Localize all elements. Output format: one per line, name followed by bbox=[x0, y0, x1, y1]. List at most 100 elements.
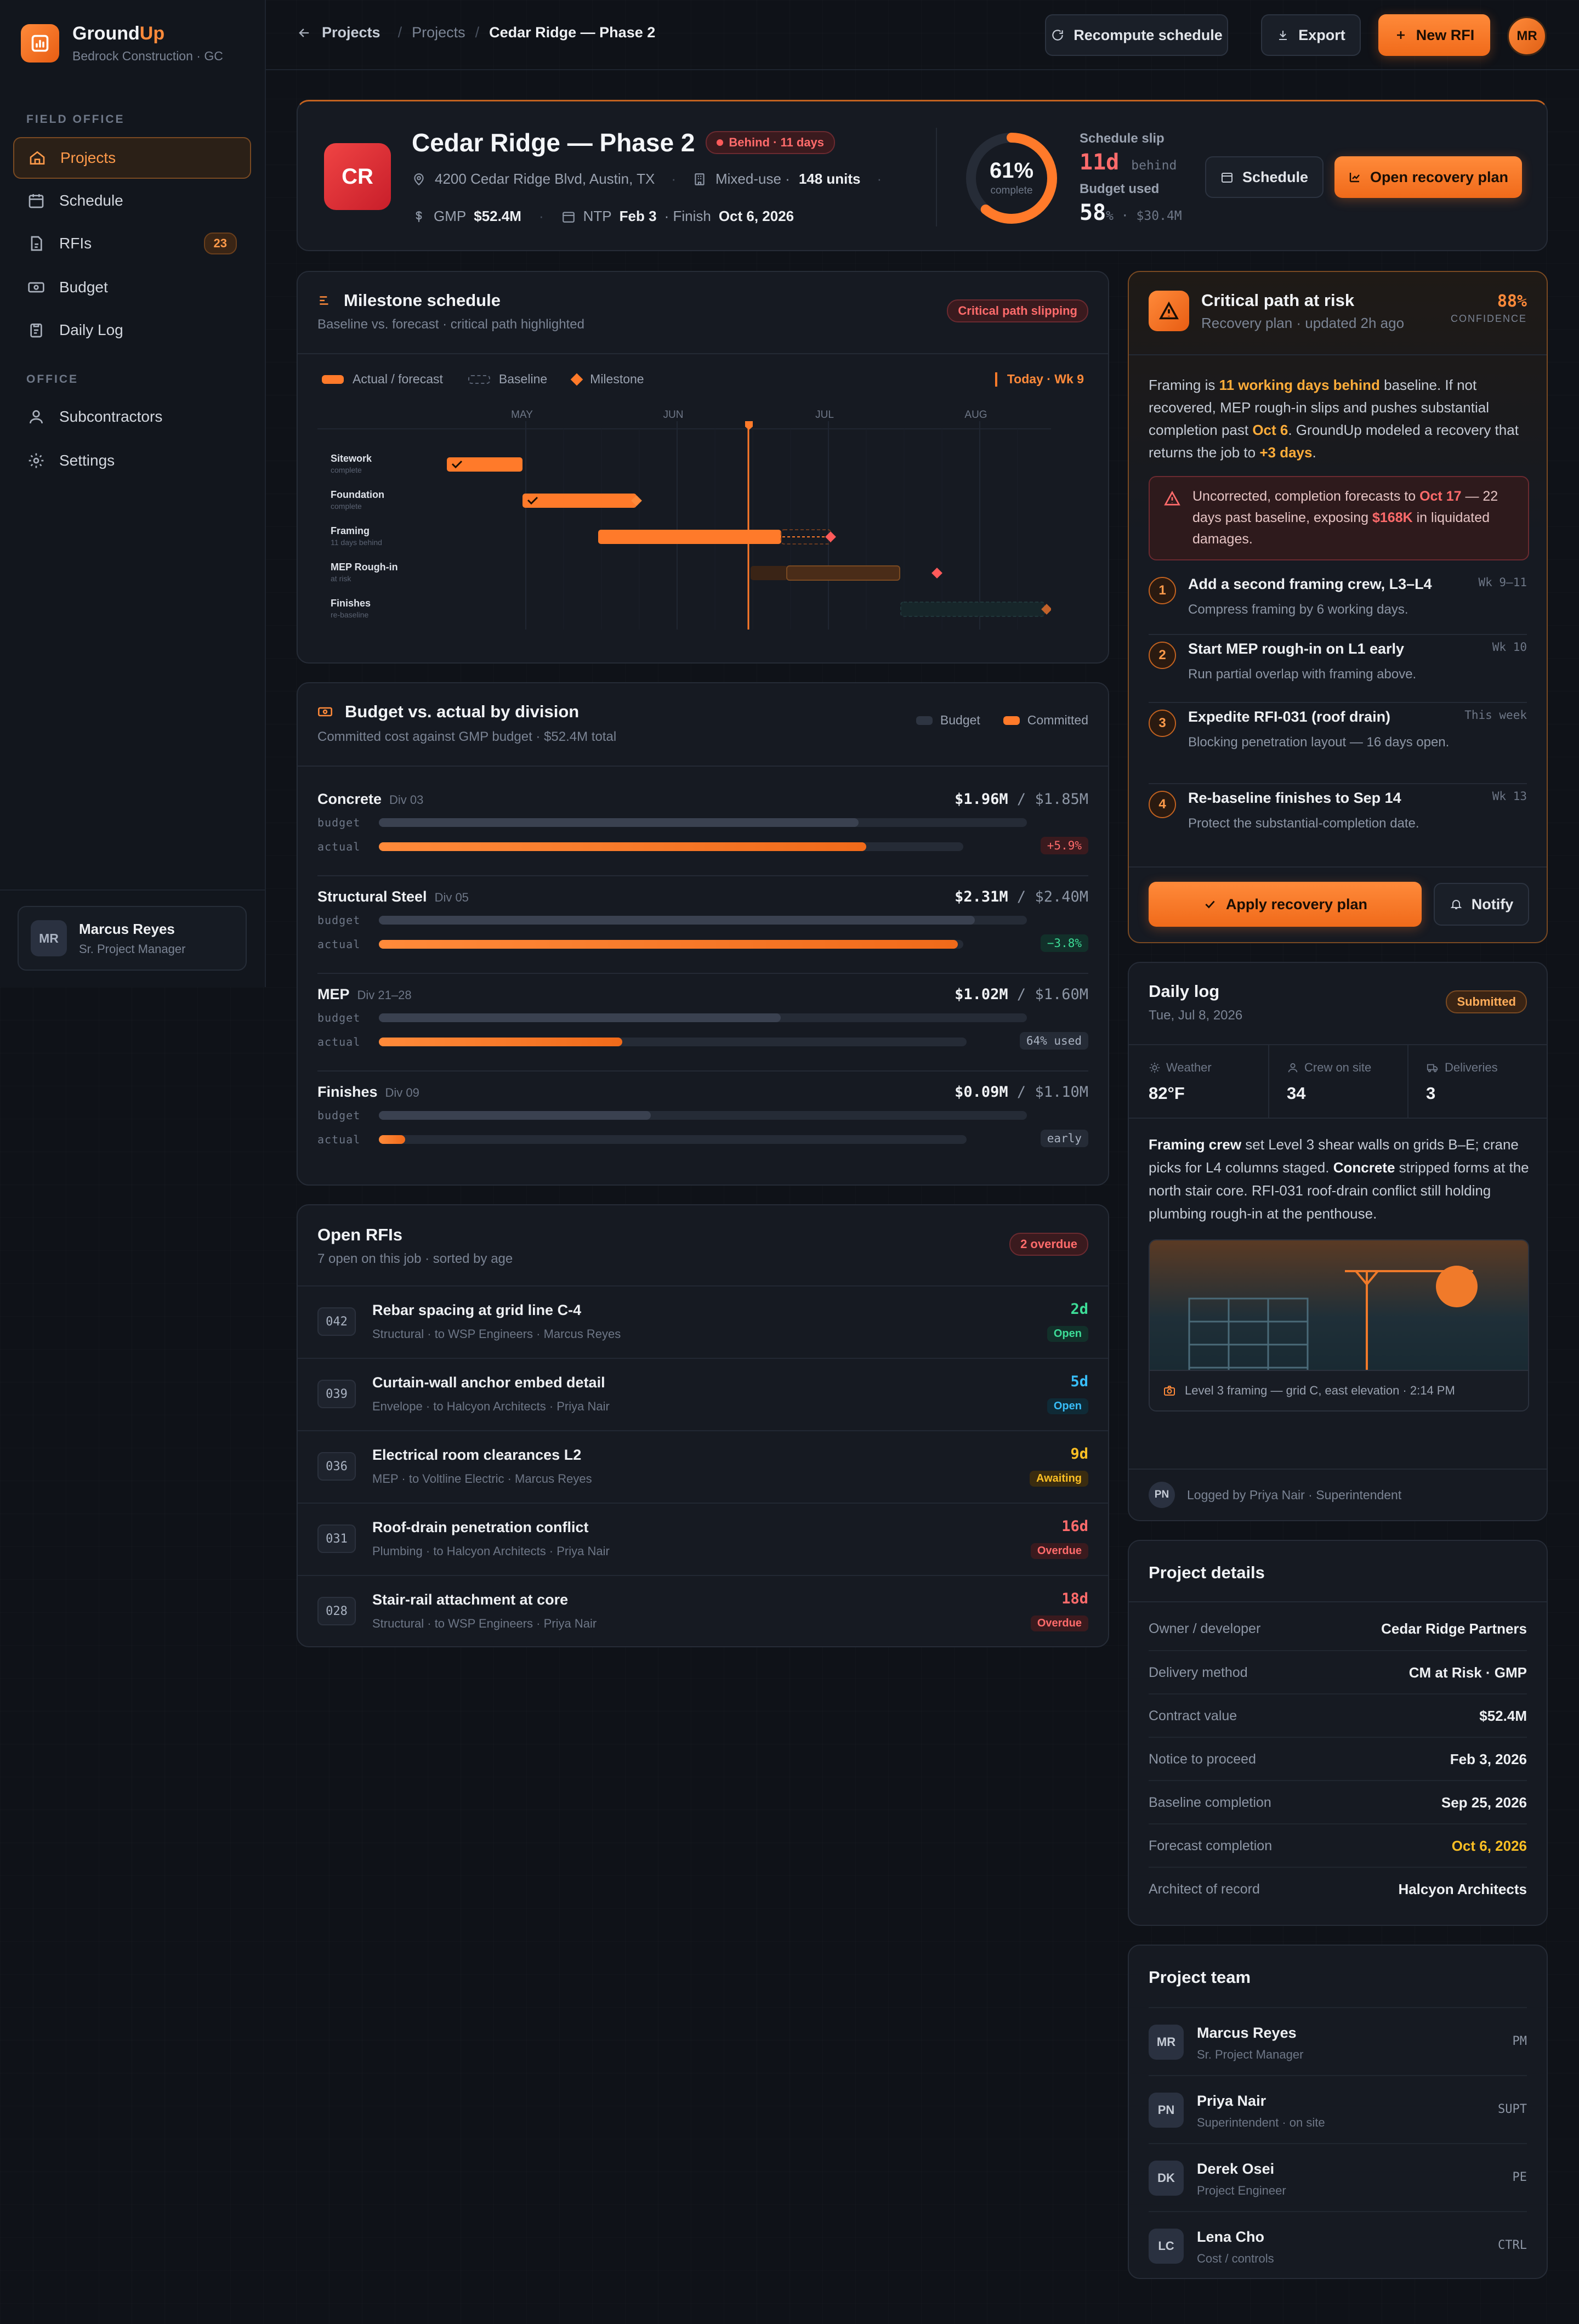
month-label-aug: AUG bbox=[964, 409, 987, 421]
budget-row[interactable]: Finishes Div 09 $0.09M / $1.10M budget ac… bbox=[298, 1084, 1108, 1177]
month-label-jun: JUN bbox=[663, 409, 684, 421]
camera-icon bbox=[1164, 1386, 1175, 1396]
rfi-row[interactable]: 042 Rebar spacing at grid line C-4 Struc… bbox=[298, 1285, 1108, 1358]
budget-bar-track bbox=[379, 1111, 1027, 1120]
gmp-label: GMP bbox=[434, 208, 467, 224]
sidebar-item-daily-log[interactable]: Daily Log bbox=[13, 309, 251, 351]
actual-bar-track bbox=[379, 842, 963, 851]
sidebar-item-label: Budget bbox=[59, 279, 108, 296]
team-member[interactable]: LC Lena Cho Cost / controls CTRL bbox=[1149, 2211, 1527, 2278]
avatar: PN bbox=[1149, 1482, 1175, 1508]
legend-swatch-baseline bbox=[468, 375, 490, 384]
money-icon bbox=[28, 282, 44, 293]
brand[interactable]: GroundUp Bedrock Construction · GC bbox=[21, 23, 223, 64]
variance-tag: +5.9% bbox=[1040, 837, 1088, 854]
download-icon bbox=[1279, 31, 1287, 40]
completion-label: complete bbox=[990, 185, 1033, 196]
actual-bar-label: actual bbox=[317, 840, 361, 853]
overdue-badge: 2 overdue bbox=[1009, 1233, 1088, 1256]
milestone-finishes[interactable] bbox=[1041, 604, 1052, 615]
schedule-button[interactable]: Schedule bbox=[1205, 156, 1324, 198]
budget-used-unit: % · $30.4M bbox=[1106, 209, 1182, 223]
nav-section-office: OFFICE bbox=[26, 373, 78, 386]
budget-row[interactable]: Structural Steel Div 05 $2.31M / $2.40M b… bbox=[298, 888, 1108, 982]
milestone-foundation[interactable] bbox=[631, 495, 642, 506]
today-label: Today · Wk 9 bbox=[1007, 372, 1084, 386]
site-photo[interactable]: Level 3 framing — grid C, east elevation… bbox=[1149, 1239, 1529, 1412]
avatar: MR bbox=[1149, 2025, 1184, 2060]
sidebar-item-projects[interactable]: Projects bbox=[13, 137, 251, 179]
bar-chart-logo-icon bbox=[21, 24, 59, 63]
sidebar-item-label: Settings bbox=[59, 452, 115, 469]
alert-triangle-icon bbox=[1164, 490, 1180, 506]
month-label-may: MAY bbox=[511, 409, 533, 421]
rfi-row[interactable]: 028 Stair-rail attachment at core Struct… bbox=[298, 1575, 1108, 1646]
budget-division-name: Concrete Div 03 bbox=[317, 791, 424, 807]
ntp-label: NTP bbox=[583, 208, 612, 224]
export-button[interactable]: Export bbox=[1261, 14, 1361, 56]
user-avatar[interactable]: MR bbox=[1507, 16, 1547, 56]
top-bar: Projects / Projects / Cedar Ridge — Phas… bbox=[266, 0, 1579, 70]
budget-bar-label: budget bbox=[317, 816, 361, 829]
project-units: 148 units bbox=[798, 171, 861, 187]
gantt-bar-mep[interactable] bbox=[786, 565, 900, 581]
breadcrumb-projects[interactable]: Projects bbox=[412, 24, 465, 41]
gantt-bar-sitework[interactable] bbox=[447, 457, 522, 472]
step-number: 1 bbox=[1149, 577, 1176, 604]
rfi-row[interactable]: 031 Roof-drain penetration conflict Plum… bbox=[298, 1503, 1108, 1575]
committed-amount: $2.31M bbox=[955, 888, 1008, 905]
map-pin-icon bbox=[414, 173, 424, 185]
gantt-bar-foundation[interactable] bbox=[522, 494, 637, 508]
sidebar-item-subcontractors[interactable]: Subcontractors bbox=[13, 396, 251, 438]
step-description: Run partial overlap with framing above. bbox=[1188, 667, 1417, 682]
recovery-step[interactable]: 3 Expedite RFI-031 (roof drain) Blocking… bbox=[1149, 705, 1527, 785]
new-rfi-button[interactable]: New RFI bbox=[1378, 14, 1490, 56]
rfi-title: Electrical room clearances L2 bbox=[372, 1447, 582, 1463]
avatar: DK bbox=[1149, 2161, 1184, 2196]
arrow-left-icon[interactable] bbox=[297, 25, 312, 41]
budget-row[interactable]: MEP Div 21–28 $1.02M / $1.60M budget actu… bbox=[298, 986, 1108, 1079]
team-member[interactable]: DK Derek Osei Project Engineer PE bbox=[1149, 2143, 1527, 2211]
user-card[interactable]: MR Marcus Reyes Sr. Project Manager bbox=[18, 906, 247, 971]
list-icon bbox=[320, 296, 328, 305]
sidebar-item-budget[interactable]: Budget bbox=[13, 267, 251, 308]
sidebar-item-rfis[interactable]: RFIs 23 bbox=[13, 223, 251, 264]
panel-title: Critical path at risk bbox=[1201, 291, 1355, 310]
avatar: PN bbox=[1149, 2093, 1184, 2128]
recovery-step[interactable]: 1 Add a second framing crew, L3–L4 Compr… bbox=[1149, 573, 1527, 636]
warning-icon bbox=[1149, 291, 1189, 331]
legend-swatch-budget bbox=[916, 716, 933, 725]
open-recovery-plan-button[interactable]: Open recovery plan bbox=[1334, 156, 1522, 198]
budget-amounts: $0.09M / $1.10M bbox=[955, 1084, 1088, 1101]
milestone-framing[interactable] bbox=[825, 531, 836, 542]
rfi-row[interactable]: 039 Curtain-wall anchor embed detail Env… bbox=[298, 1358, 1108, 1430]
budget-division-code: Div 05 bbox=[434, 891, 469, 904]
critical-path-badge: Critical path slipping bbox=[947, 299, 1088, 322]
milestone-mep[interactable] bbox=[932, 568, 942, 579]
team-member[interactable]: MR Marcus Reyes Sr. Project Manager PM bbox=[1149, 2007, 1527, 2075]
team-member[interactable]: PN Priya Nair Superintendent · on site S… bbox=[1149, 2075, 1527, 2143]
budget-amount: $2.40M bbox=[1035, 888, 1088, 905]
team-member-name: Marcus Reyes bbox=[1197, 2025, 1297, 2041]
team-member-code: CTRL bbox=[1498, 2238, 1527, 2252]
completion-ring-arc bbox=[966, 133, 1057, 224]
sidebar-item-schedule[interactable]: Schedule bbox=[13, 180, 251, 222]
notify-button[interactable]: Notify bbox=[1434, 883, 1529, 926]
gantt-bar-framing[interactable] bbox=[598, 530, 781, 544]
detail-row: Delivery method CM at Risk · GMP bbox=[1149, 1650, 1527, 1694]
gantt-bar-finishes[interactable] bbox=[900, 602, 1045, 617]
stat-label: Weather bbox=[1166, 1061, 1212, 1074]
back-link[interactable]: Projects bbox=[322, 24, 380, 41]
recovery-step[interactable]: 4 Re-baseline finishes to Sep 14 Protect… bbox=[1149, 786, 1527, 850]
recompute-schedule-button[interactable]: Recompute schedule bbox=[1045, 14, 1228, 56]
photo-caption: Level 3 framing — grid C, east elevation… bbox=[1185, 1384, 1455, 1397]
rfi-title: Rebar spacing at grid line C-4 bbox=[372, 1302, 582, 1318]
month-label-jul: JUL bbox=[815, 409, 834, 421]
bell-icon bbox=[1450, 900, 1462, 909]
apply-recovery-plan-button[interactable]: Apply recovery plan bbox=[1149, 882, 1422, 927]
budget-row[interactable]: Concrete Div 03 $1.96M / $1.85M budget ac… bbox=[298, 791, 1108, 884]
status-dot-icon bbox=[717, 139, 724, 146]
recovery-step[interactable]: 2 Start MEP rough-in on L1 early Run par… bbox=[1149, 637, 1527, 704]
rfi-row[interactable]: 036 Electrical room clearances L2 MEP · … bbox=[298, 1430, 1108, 1503]
sidebar-item-settings[interactable]: Settings bbox=[13, 440, 251, 481]
